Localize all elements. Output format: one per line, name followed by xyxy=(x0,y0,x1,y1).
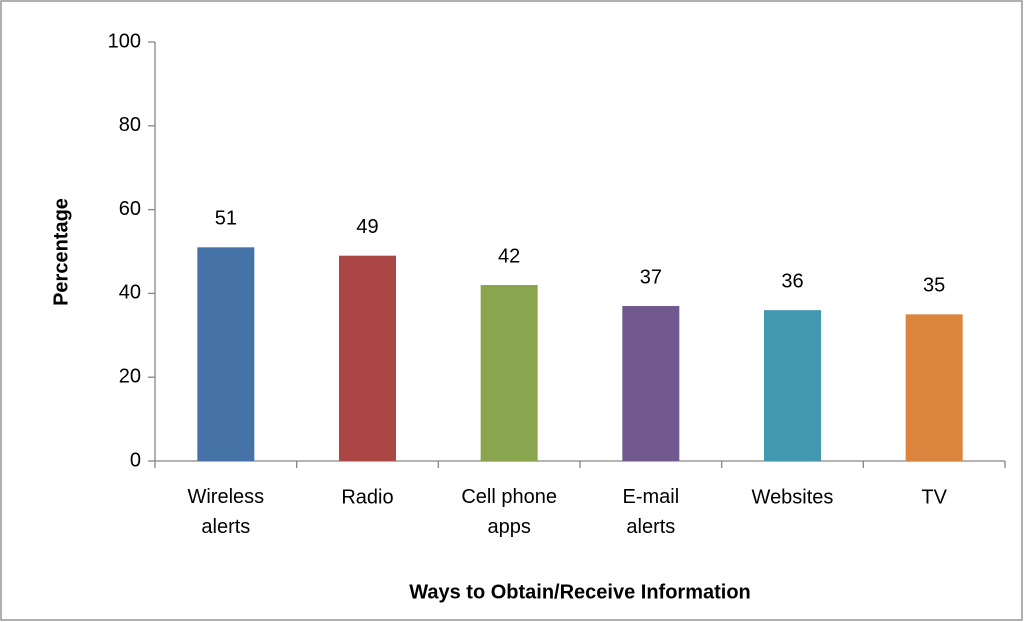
data-label: 42 xyxy=(498,245,520,267)
bar xyxy=(764,310,821,461)
x-axis-title: Ways to Obtain/Receive Information xyxy=(409,581,751,603)
data-label: 49 xyxy=(356,216,378,238)
bar xyxy=(339,255,396,461)
x-tick-label: TV xyxy=(921,486,947,508)
y-tick-label: 0 xyxy=(130,449,141,471)
x-tick-label: Websites xyxy=(752,486,834,508)
x-tick-label: Cell phone apps xyxy=(461,486,557,538)
y-tick-label: 80 xyxy=(119,114,141,136)
x-tick-label: Wireless alerts xyxy=(187,486,264,538)
data-label: 35 xyxy=(923,275,945,297)
data-label: 51 xyxy=(215,208,237,230)
bar xyxy=(622,305,680,461)
data-label: 36 xyxy=(781,270,803,292)
x-tick-label: Radio xyxy=(341,486,393,508)
bar xyxy=(480,285,538,461)
bar xyxy=(197,247,255,461)
x-tick-label: E-mail alerts xyxy=(622,486,679,538)
bar xyxy=(905,314,963,461)
data-label: 37 xyxy=(640,266,662,288)
y-tick-label: 60 xyxy=(119,198,141,220)
y-tick-label: 40 xyxy=(119,282,141,304)
y-tick-label: 20 xyxy=(119,365,141,387)
y-tick-label: 100 xyxy=(108,30,141,52)
y-axis-title: Percentage xyxy=(50,198,72,306)
